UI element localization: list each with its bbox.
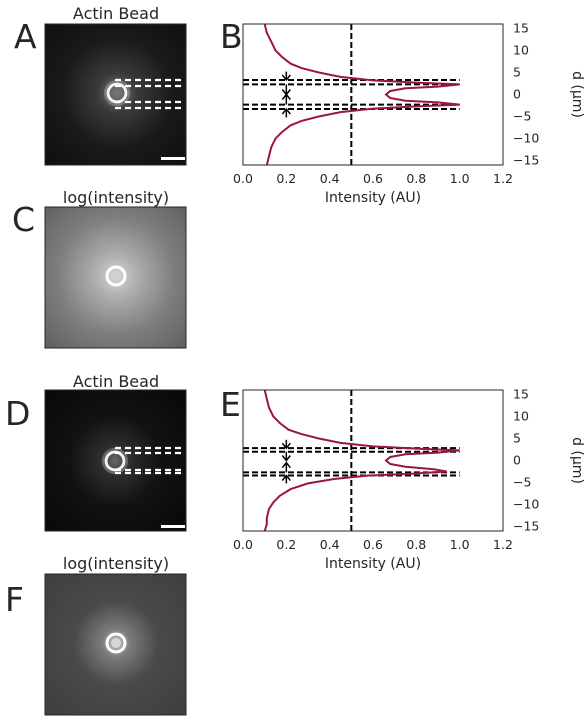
x-tick-label: 0.6 [363,537,383,552]
x-tick-label: 0.4 [320,171,340,186]
x-axis-label: Intensity (AU) [325,556,421,572]
y-tick-label: −5 [513,109,531,124]
y-tick-label: 0 [513,87,521,102]
intensity-profile-line [263,24,460,165]
scale-bar [161,157,185,160]
panel-letter-f: F [5,580,24,619]
y-tick-label: 5 [513,430,521,445]
distance-arrowhead [281,455,291,462]
x-tick-label: 0.6 [363,171,383,186]
x-tick-label: 0.0 [233,171,253,186]
x-tick-label: 0.4 [320,537,340,552]
y-tick-label: −15 [513,519,539,534]
y-axis-label: d (μm) [569,71,585,118]
x-tick-label: 1.2 [493,171,513,186]
intensity-profile-chart-e: 0.0 0.2 0.4 0.6 0.8 1.0 1.2 15 10 5 0 −5 −10 −15 Inten… [233,386,585,572]
y-tick-label: 0 [513,453,521,468]
y-tick-label: 5 [513,64,521,79]
y-tick-label: 10 [513,408,529,423]
plot-area [243,390,503,531]
log-intensity-image-f [44,573,187,716]
actin-bead-image-d [44,389,187,532]
scale-bar [161,525,185,528]
x-tick-label: 0.2 [276,537,296,552]
y-tick-label: 15 [513,20,529,35]
panel-letter-a: A [14,17,37,56]
plot-frame [242,23,504,166]
y-tick-label: −15 [513,153,539,168]
panel-c: C log(intensity) [12,188,187,349]
y-tick-label: −10 [513,497,539,512]
x-tick-label: 0.0 [233,537,253,552]
x-tick-label: 1.0 [450,171,470,186]
y-axis-label: d (μm) [569,437,585,484]
panel-f-title: log(intensity) [63,554,169,573]
plot-frame [242,389,504,532]
distance-arrowhead [281,93,291,100]
x-tick-label: 1.2 [493,537,513,552]
x-axis-label: Intensity (AU) [325,190,421,206]
panel-c-title: log(intensity) [63,188,169,207]
distance-arrowhead [281,442,291,450]
actin-bead-image-a [44,23,187,166]
y-tick-label: −10 [513,131,539,146]
panel-b: B 0.0 0.2 0.4 0.6 0.8 1.0 1.2 15 10 5 0 −5 −10 −15 Int… [220,17,585,206]
panel-letter-b: B [220,17,243,56]
distance-arrowhead [281,74,291,82]
x-tick-label: 0.8 [406,171,426,186]
panel-letter-c: C [12,200,35,239]
panel-a: A Actin Bead [14,4,187,166]
x-tick-label: 1.0 [450,537,470,552]
distance-arrowhead [281,107,291,115]
panel-d: D Actin Bead [5,372,187,532]
x-tick-label: 0.2 [276,171,296,186]
plot-area [243,24,503,165]
y-tick-label: −5 [513,475,531,490]
distance-arrowhead [281,461,291,469]
panel-d-title: Actin Bead [73,372,159,391]
x-tick-label: 0.8 [406,537,426,552]
panel-a-title: Actin Bead [73,4,159,23]
distance-arrowhead [281,474,291,481]
panel-f: F log(intensity) [5,554,187,716]
intensity-profile-chart-b: 0.0 0.2 0.4 0.6 0.8 1.0 1.2 15 10 5 0 −5 −10 −15 Inten… [233,20,585,206]
y-tick-label: 10 [513,42,529,57]
panel-letter-d: D [5,394,30,433]
log-intensity-image-c [44,206,187,349]
panel-e: E 0.0 0.2 0.4 0.6 0.8 1.0 1.2 15 10 5 0 −5 −10 −15 Int… [220,385,585,572]
y-tick-label: 15 [513,386,529,401]
panel-letter-e: E [220,385,241,424]
intensity-profile-line [263,390,460,531]
